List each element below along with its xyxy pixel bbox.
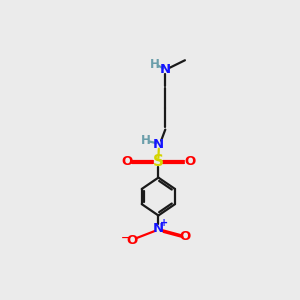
Text: O: O xyxy=(122,155,133,168)
Text: N: N xyxy=(160,63,171,76)
Text: O: O xyxy=(179,230,191,243)
Text: +: + xyxy=(160,218,168,228)
Text: S: S xyxy=(153,154,164,169)
Text: −: − xyxy=(121,232,130,242)
Text: N: N xyxy=(153,138,164,151)
Text: H: H xyxy=(141,134,151,147)
Text: N: N xyxy=(153,222,164,235)
Text: H: H xyxy=(150,58,160,71)
Text: O: O xyxy=(184,155,195,168)
Text: O: O xyxy=(126,234,137,248)
